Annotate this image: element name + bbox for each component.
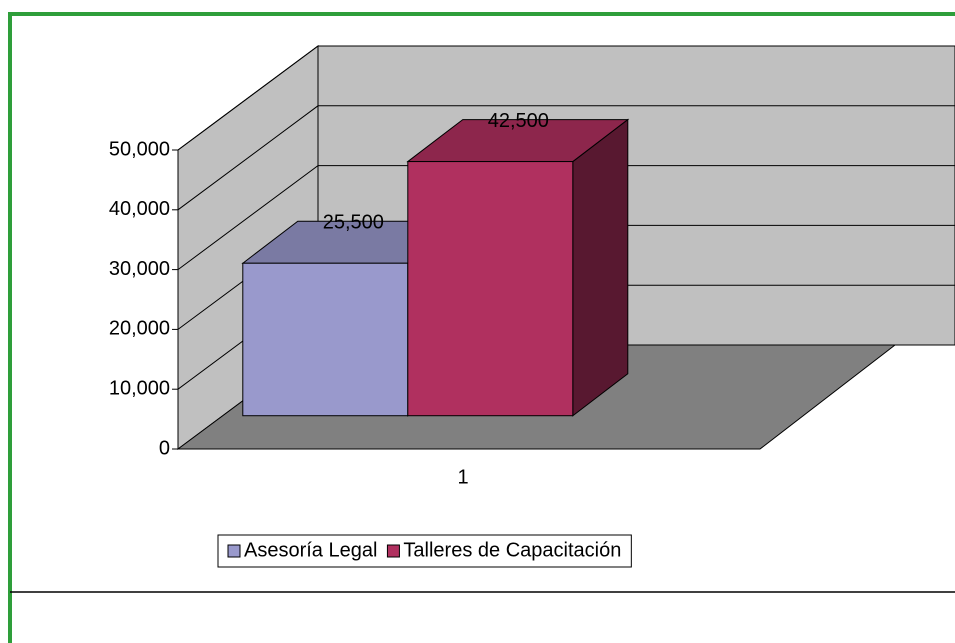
grid-line <box>177 165 955 271</box>
legend-box <box>217 534 632 568</box>
legend-label: Asesoría Legal <box>244 539 377 561</box>
x-tick-label: 1 <box>457 466 468 488</box>
y-tick-label: 30,000 <box>109 258 170 280</box>
legend-swatch <box>227 544 241 558</box>
grid-line <box>177 105 955 211</box>
y-tick-label: 0 <box>159 437 170 459</box>
plot: 0 10,000 20,000 30,000 40,000 50,000 1 25,500 42… <box>109 45 955 568</box>
legend-label: Talleres de Capacitación <box>403 539 621 561</box>
legend: Asesoría Legal Talleres de Capacitación <box>217 534 632 568</box>
bar-side <box>572 118 629 417</box>
legend-swatch <box>386 544 400 558</box>
bar <box>407 161 574 417</box>
y-tick-label: 40,000 <box>109 198 170 220</box>
bar <box>242 262 409 417</box>
value-label: 25,500 <box>323 212 384 234</box>
y-tick-label: 20,000 <box>109 318 170 340</box>
grid-line <box>177 45 955 151</box>
value-label: 42,500 <box>488 110 549 132</box>
y-tick-label: 50,000 <box>109 138 170 160</box>
y-tick-label: 10,000 <box>109 377 170 399</box>
